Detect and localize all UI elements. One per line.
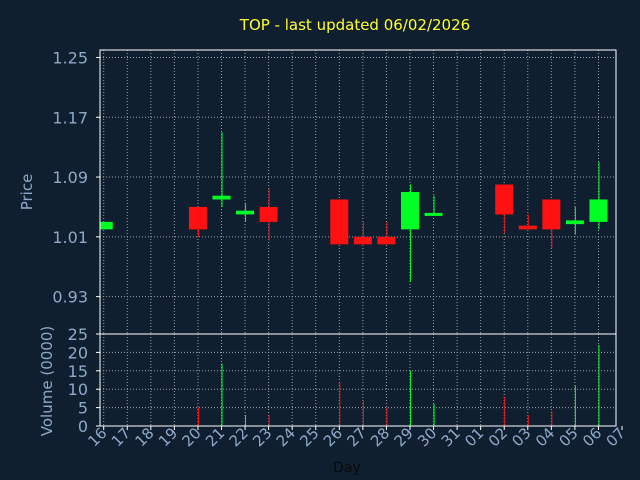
x-tick-label: 30 bbox=[414, 424, 440, 450]
price-tick-label: 1.17 bbox=[52, 108, 88, 127]
price-panel-frame bbox=[99, 49, 617, 335]
x-tick-label: 03 bbox=[508, 424, 534, 450]
candle bbox=[495, 184, 514, 234]
x-tick-label: 23 bbox=[249, 424, 275, 450]
candle-body bbox=[589, 199, 608, 222]
x-axis-label: Day bbox=[333, 460, 361, 476]
x-tick-label: 04 bbox=[532, 424, 558, 450]
candle-body bbox=[212, 195, 231, 200]
x-tick-label: 31 bbox=[438, 424, 464, 450]
volume-tick-label: 0 bbox=[78, 417, 88, 436]
x-tick-label: 05 bbox=[555, 424, 581, 450]
price-tick-labels: 1.25 1.17 1.09 1.01 0.93 bbox=[52, 48, 100, 307]
volume-tick-label: 10 bbox=[68, 380, 88, 399]
candle bbox=[542, 199, 561, 249]
x-tick-label: 21 bbox=[202, 424, 228, 450]
chart-title: TOP - last updated 06/02/2026 bbox=[239, 16, 470, 34]
volume-tick-label: 20 bbox=[68, 343, 88, 362]
candle-body bbox=[353, 236, 372, 245]
x-tick-label: 16 bbox=[84, 424, 110, 450]
x-tick-label: 18 bbox=[131, 424, 157, 450]
volume-bars bbox=[197, 345, 600, 426]
x-tick-label: 28 bbox=[367, 424, 393, 450]
candle-body bbox=[542, 199, 561, 230]
x-tick-label: 19 bbox=[155, 424, 181, 450]
x-tick-label: 27 bbox=[343, 424, 369, 450]
axes bbox=[99, 49, 617, 427]
x-tick-label: 01 bbox=[461, 424, 487, 450]
candle bbox=[589, 162, 608, 230]
candle-body bbox=[259, 206, 278, 222]
candle bbox=[424, 195, 443, 216]
x-tick-label: 25 bbox=[296, 424, 322, 450]
volume-tick-label: 25 bbox=[68, 325, 88, 344]
candle bbox=[100, 221, 113, 230]
candle-body bbox=[495, 184, 514, 215]
x-tick-label: 20 bbox=[179, 424, 205, 450]
candle-body bbox=[377, 236, 396, 245]
volume-panel-frame bbox=[99, 333, 617, 427]
price-tick-label: 1.09 bbox=[52, 168, 88, 187]
candle-body bbox=[100, 221, 113, 230]
x-tick-label: 24 bbox=[273, 424, 299, 450]
candle bbox=[259, 188, 278, 241]
x-tick-label: 07 bbox=[603, 424, 629, 450]
price-tick-label: 1.01 bbox=[52, 228, 88, 247]
candle-body bbox=[518, 225, 537, 230]
volume-axis-label: Volume (0000) bbox=[38, 326, 56, 436]
price-axis-label: Price bbox=[18, 174, 36, 211]
x-tick-label: 29 bbox=[391, 424, 417, 450]
candles bbox=[100, 132, 608, 282]
x-tick-label: 06 bbox=[579, 424, 605, 450]
candle bbox=[377, 221, 396, 245]
price-tick-label: 1.25 bbox=[52, 48, 88, 67]
candle bbox=[236, 203, 255, 222]
x-tick-label: 22 bbox=[226, 424, 252, 450]
candle-body bbox=[424, 212, 443, 216]
candle bbox=[330, 199, 349, 245]
candle-body bbox=[400, 192, 419, 230]
candle-body bbox=[330, 199, 349, 245]
x-tick-label: 17 bbox=[108, 424, 134, 450]
volume-tick-label: 15 bbox=[68, 362, 88, 381]
candle bbox=[518, 214, 537, 230]
price-tick-label: 0.93 bbox=[52, 288, 88, 307]
x-tick-labels: 1617181920212223242526272829303101020304… bbox=[84, 424, 629, 450]
candle bbox=[400, 184, 419, 282]
candle-body bbox=[188, 206, 207, 230]
x-tick-label: 02 bbox=[485, 424, 511, 450]
candle-body bbox=[236, 210, 255, 215]
candle bbox=[353, 221, 372, 245]
volume-tick-label: 5 bbox=[78, 399, 88, 418]
candle-body bbox=[565, 220, 584, 225]
candle bbox=[212, 132, 231, 207]
candle bbox=[188, 206, 207, 237]
x-tick-label: 26 bbox=[320, 424, 346, 450]
candle bbox=[565, 206, 584, 235]
